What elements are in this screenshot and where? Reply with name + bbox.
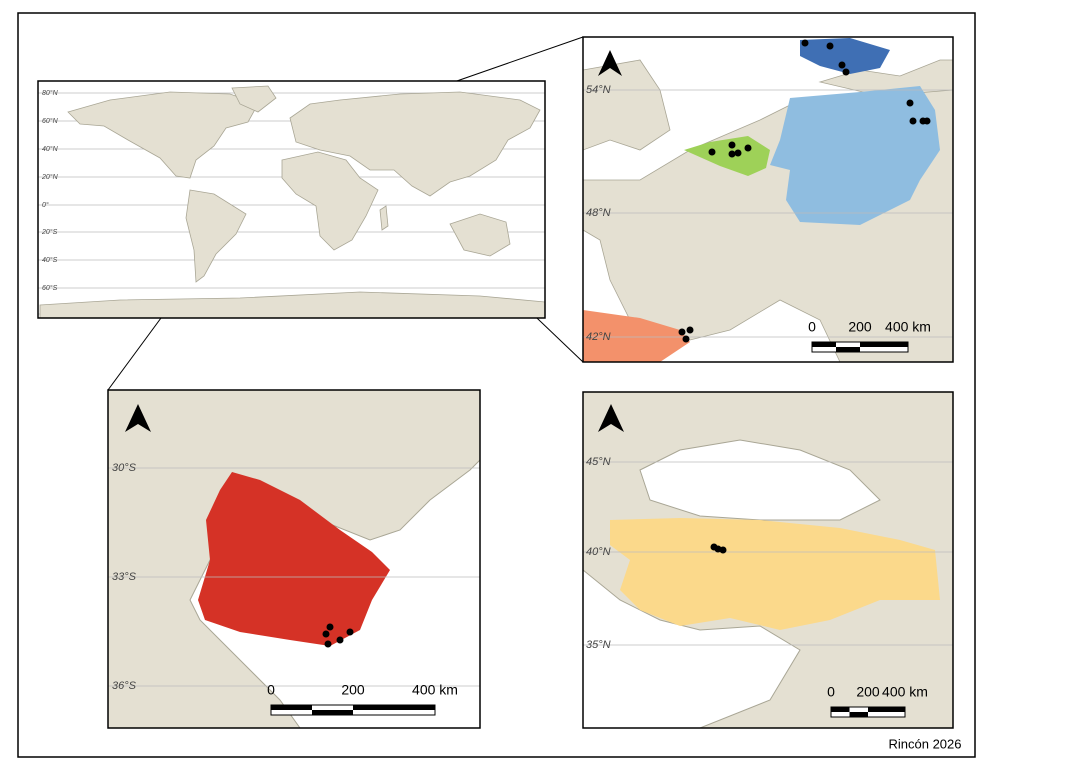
- occurrence-points: [322, 623, 354, 648]
- scale-label: 400 km: [882, 684, 928, 700]
- turkey-frame: [582, 391, 954, 729]
- outer-frame: [17, 12, 976, 758]
- europe-frame: [582, 36, 954, 363]
- scale-bar-segment: [849, 712, 868, 717]
- scale-label: 200: [856, 684, 880, 700]
- scale-label: 200: [848, 319, 872, 335]
- world-frame: [37, 80, 546, 319]
- occurrence-points: [678, 39, 931, 343]
- caption: Rincón 2026: [889, 736, 962, 751]
- latitude-label: 48°N: [586, 207, 611, 219]
- latitude-label: 80°N: [42, 89, 59, 97]
- latitude-label: 60°S: [42, 284, 58, 292]
- uruguay-frame: [107, 389, 481, 729]
- latitude-label: 30°S: [112, 462, 137, 474]
- latitude-label: 54°N: [586, 84, 611, 96]
- scale-bar-segment: [868, 707, 905, 712]
- north-arrow: [598, 50, 622, 76]
- scale-bar-segment: [831, 707, 850, 712]
- europe-inset: 54°N 48°N 42°N 0 200 400 km: [583, 37, 953, 362]
- north-arrow: [598, 404, 624, 432]
- north-arrow: [125, 404, 151, 432]
- occurrence-points: [710, 543, 727, 554]
- scale-bar-segment: [812, 342, 836, 347]
- scale-label: 0: [267, 682, 275, 698]
- latitude-label: 20°S: [41, 228, 58, 236]
- scale-label: 0: [827, 684, 835, 700]
- latitude-label: 0°: [42, 201, 49, 209]
- turkey-inset: 45°N 40°N 35°N 0 200 400 km: [583, 392, 953, 728]
- scale-label: 400 km: [885, 319, 931, 335]
- scale-label: 0: [808, 319, 816, 335]
- scale-label: 200: [341, 682, 365, 698]
- latitude-label: 60°N: [42, 117, 59, 125]
- uruguay-inset: 30°S 33°S 36°S 0 200 400 km: [108, 390, 480, 728]
- continents: [39, 85, 545, 318]
- latitude-label: 20°N: [41, 173, 59, 181]
- latitude-label: 45°N: [586, 456, 611, 468]
- latitude-label: 40°N: [42, 145, 59, 153]
- latitude-label: 33°S: [112, 571, 137, 583]
- latitude-label: 36°S: [112, 680, 137, 692]
- latitude-label: 42°N: [586, 331, 611, 343]
- scale-label: 400 km: [412, 682, 458, 698]
- scale-bar-segment: [860, 342, 908, 347]
- scale-bar-segment: [271, 705, 312, 710]
- scale-bar-segment: [353, 705, 435, 710]
- world-map: 80°N60°N40°N20°N0°20°S40°S60°S80°S: [38, 81, 545, 318]
- scale-bar-segment: [312, 710, 353, 715]
- latitude-label: 35°N: [586, 639, 611, 651]
- scale-bar-segment: [836, 347, 860, 352]
- latitude-label: 40°N: [586, 546, 611, 558]
- latitude-label: 40°S: [42, 256, 58, 264]
